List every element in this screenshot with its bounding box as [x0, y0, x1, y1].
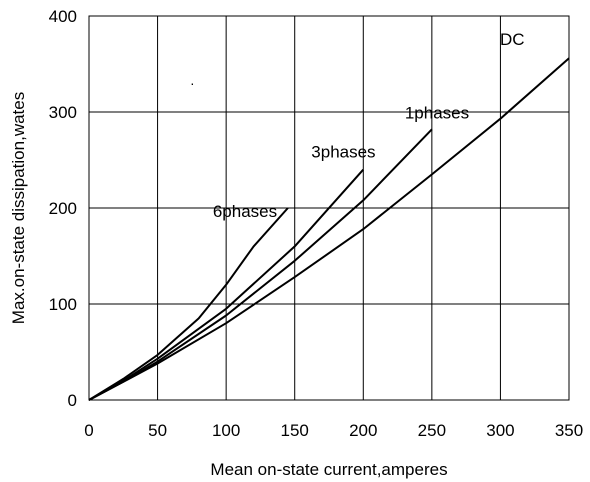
series-line-DC — [88, 57, 570, 401]
y-tick-label-0: 0 — [68, 391, 77, 410]
y-tick-labels: 0 100 200 300 400 — [49, 7, 77, 410]
series-label-6phases: 6phases — [213, 202, 277, 221]
plot-frame — [88, 15, 570, 401]
grid — [89, 16, 569, 400]
x-tick-label-300: 300 — [486, 421, 514, 440]
series-labels: 6phases 3phases 1phases DC — [213, 30, 525, 221]
x-tick-label-150: 150 — [281, 421, 309, 440]
series-line-6phases — [88, 207, 289, 401]
x-tick-label-250: 250 — [418, 421, 446, 440]
stray-dot: · — [190, 75, 195, 91]
y-tick-label-200: 200 — [49, 199, 77, 218]
series-lines — [88, 57, 570, 401]
y-tick-label-100: 100 — [49, 295, 77, 314]
x-tick-labels: 0 50 100 150 200 250 300 350 — [84, 421, 583, 440]
y-axis-label: Max.on-state dissipation,wates — [9, 92, 28, 324]
y-tick-label-400: 400 — [49, 7, 77, 26]
x-tick-label-50: 50 — [148, 421, 167, 440]
series-label-3phases: 3phases — [311, 143, 375, 162]
y-tick-label-300: 300 — [49, 103, 77, 122]
x-tick-label-200: 200 — [349, 421, 377, 440]
series-line-1phases — [88, 128, 433, 401]
x-axis-label: Mean on-state current,amperes — [210, 460, 447, 479]
x-tick-label-350: 350 — [555, 421, 583, 440]
x-tick-label-0: 0 — [84, 421, 93, 440]
series-label-DC: DC — [500, 30, 525, 49]
series-label-1phases: 1phases — [405, 103, 469, 122]
x-tick-label-100: 100 — [212, 421, 240, 440]
